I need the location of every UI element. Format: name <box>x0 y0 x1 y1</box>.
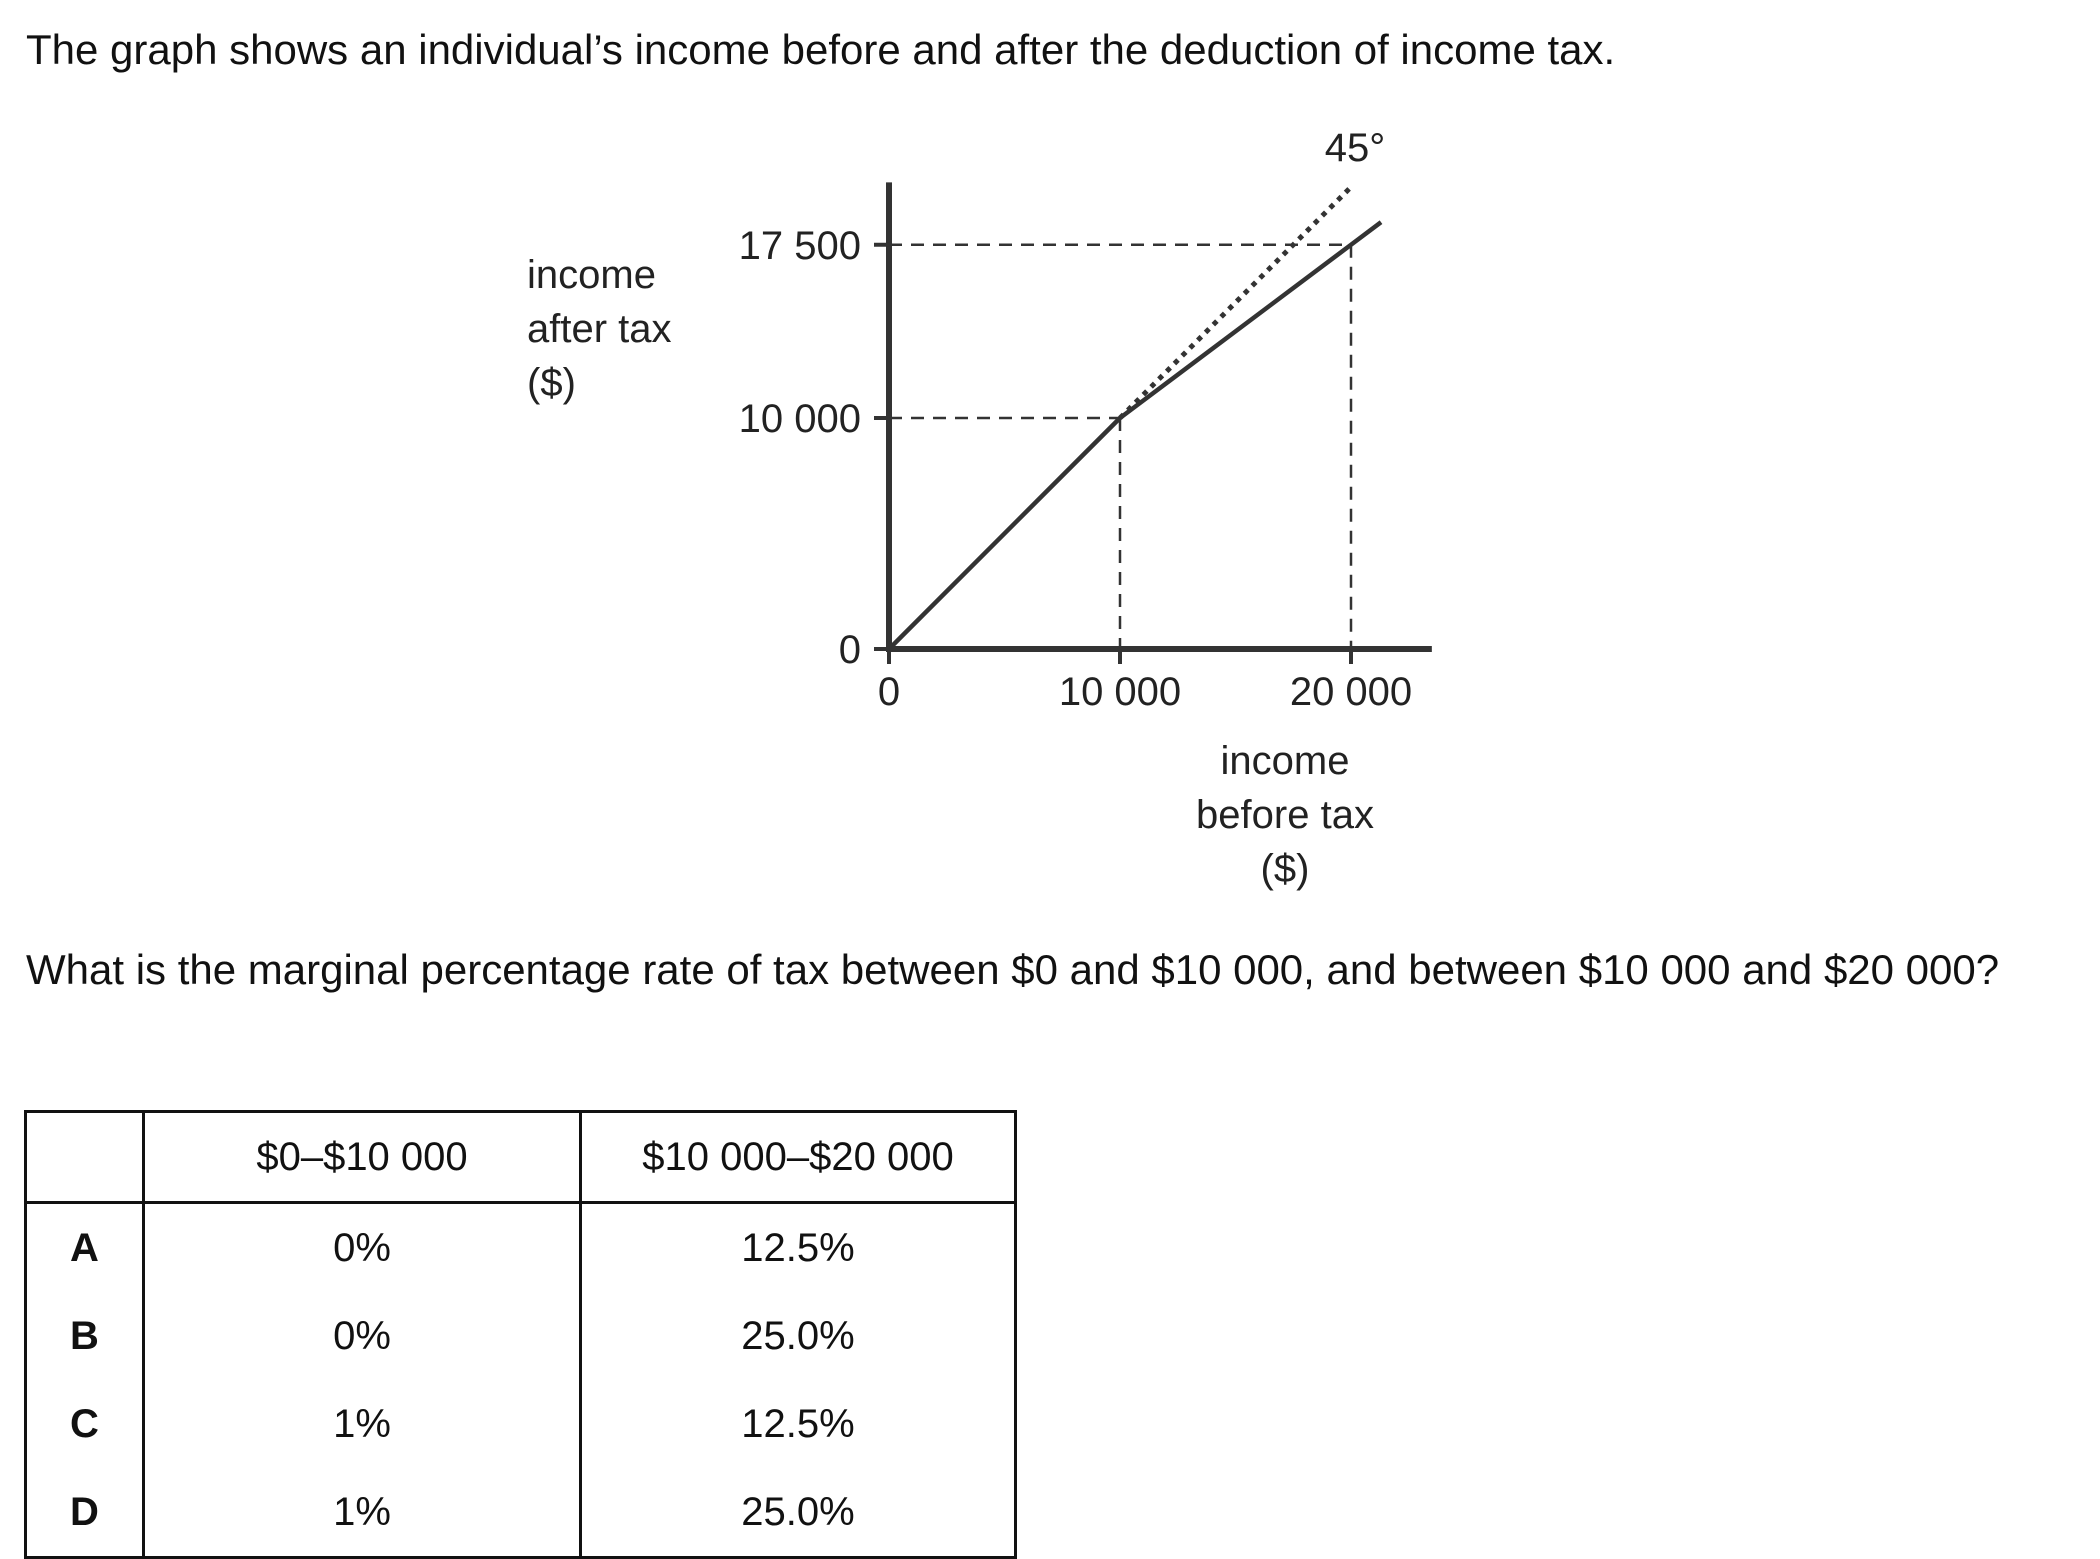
x-axis-ticks: 0 10 000 20 000 <box>878 649 1412 714</box>
rate-low-cell: 0% <box>142 1202 582 1292</box>
table-header-row: $0–$10 000 $10 000–$20 000 <box>24 1110 1017 1204</box>
question-text: What is the marginal percentage rate of … <box>26 946 2000 993</box>
rate-high-cell: 25.0% <box>579 1468 1017 1559</box>
rate-high-cell: 12.5% <box>579 1202 1017 1292</box>
axes <box>886 182 1432 652</box>
header-cell-range-low: $0–$10 000 <box>142 1110 582 1204</box>
y-axis-ticks: 0 10 000 17 500 <box>739 224 889 672</box>
x-tick-label-0: 0 <box>878 670 900 714</box>
answer-row-d[interactable]: D 1% 25.0% <box>24 1468 1017 1559</box>
dashed-guides <box>889 243 1353 649</box>
series-labels: 45° <box>1325 126 1386 170</box>
option-letter: C <box>24 1380 145 1468</box>
rate-low-cell: 0% <box>142 1292 582 1380</box>
y-tick-label-1: 10 000 <box>739 397 861 441</box>
x-axis-title-line-0: income <box>1221 739 1350 783</box>
y-axis-title-line-0: income <box>527 253 656 297</box>
rate-low-cell: 1% <box>142 1468 582 1559</box>
option-letter: B <box>24 1292 145 1380</box>
answer-row-c[interactable]: C 1% 12.5% <box>24 1380 1017 1468</box>
after-tax-income-line <box>887 220 1383 651</box>
forty-five-degree-line <box>1118 185 1353 420</box>
option-letter: D <box>24 1468 145 1559</box>
x-axis-title-line-1: before tax <box>1196 793 1374 837</box>
y-axis-title-line-2: ($) <box>527 361 576 405</box>
x-axis-title-line-2: ($) <box>1261 847 1310 891</box>
y-tick-label-2: 17 500 <box>739 224 861 268</box>
rate-low-cell: 1% <box>142 1380 582 1468</box>
income-tax-graph: income after tax ($) 0 10 000 20 000 0 10 000… <box>527 126 1432 891</box>
rate-high-cell: 25.0% <box>579 1292 1017 1380</box>
x-tick-label-2: 20 000 <box>1290 670 1412 714</box>
x-axis-title: income before tax ($) <box>1196 739 1374 891</box>
y-axis-title-line-1: after tax <box>527 307 672 351</box>
rate-high-cell: 12.5% <box>579 1380 1017 1468</box>
answer-table: $0–$10 000 $10 000–$20 000 A 0% 12.5% B … <box>24 1110 1017 1559</box>
y-axis-title: income after tax ($) <box>527 253 672 405</box>
answer-row-b[interactable]: B 0% 25.0% <box>24 1292 1017 1380</box>
header-cell-option <box>24 1110 145 1204</box>
series-lines <box>887 185 1383 651</box>
header-cell-range-high: $10 000–$20 000 <box>579 1110 1017 1204</box>
intro-text: The graph shows an individual’s income b… <box>26 26 1616 73</box>
y-tick-label-0: 0 <box>839 628 861 672</box>
option-letter: A <box>24 1202 145 1292</box>
x-tick-label-1: 10 000 <box>1059 670 1181 714</box>
series-label-1: 45° <box>1325 126 1386 170</box>
answer-row-a[interactable]: A 0% 12.5% <box>24 1202 1017 1292</box>
